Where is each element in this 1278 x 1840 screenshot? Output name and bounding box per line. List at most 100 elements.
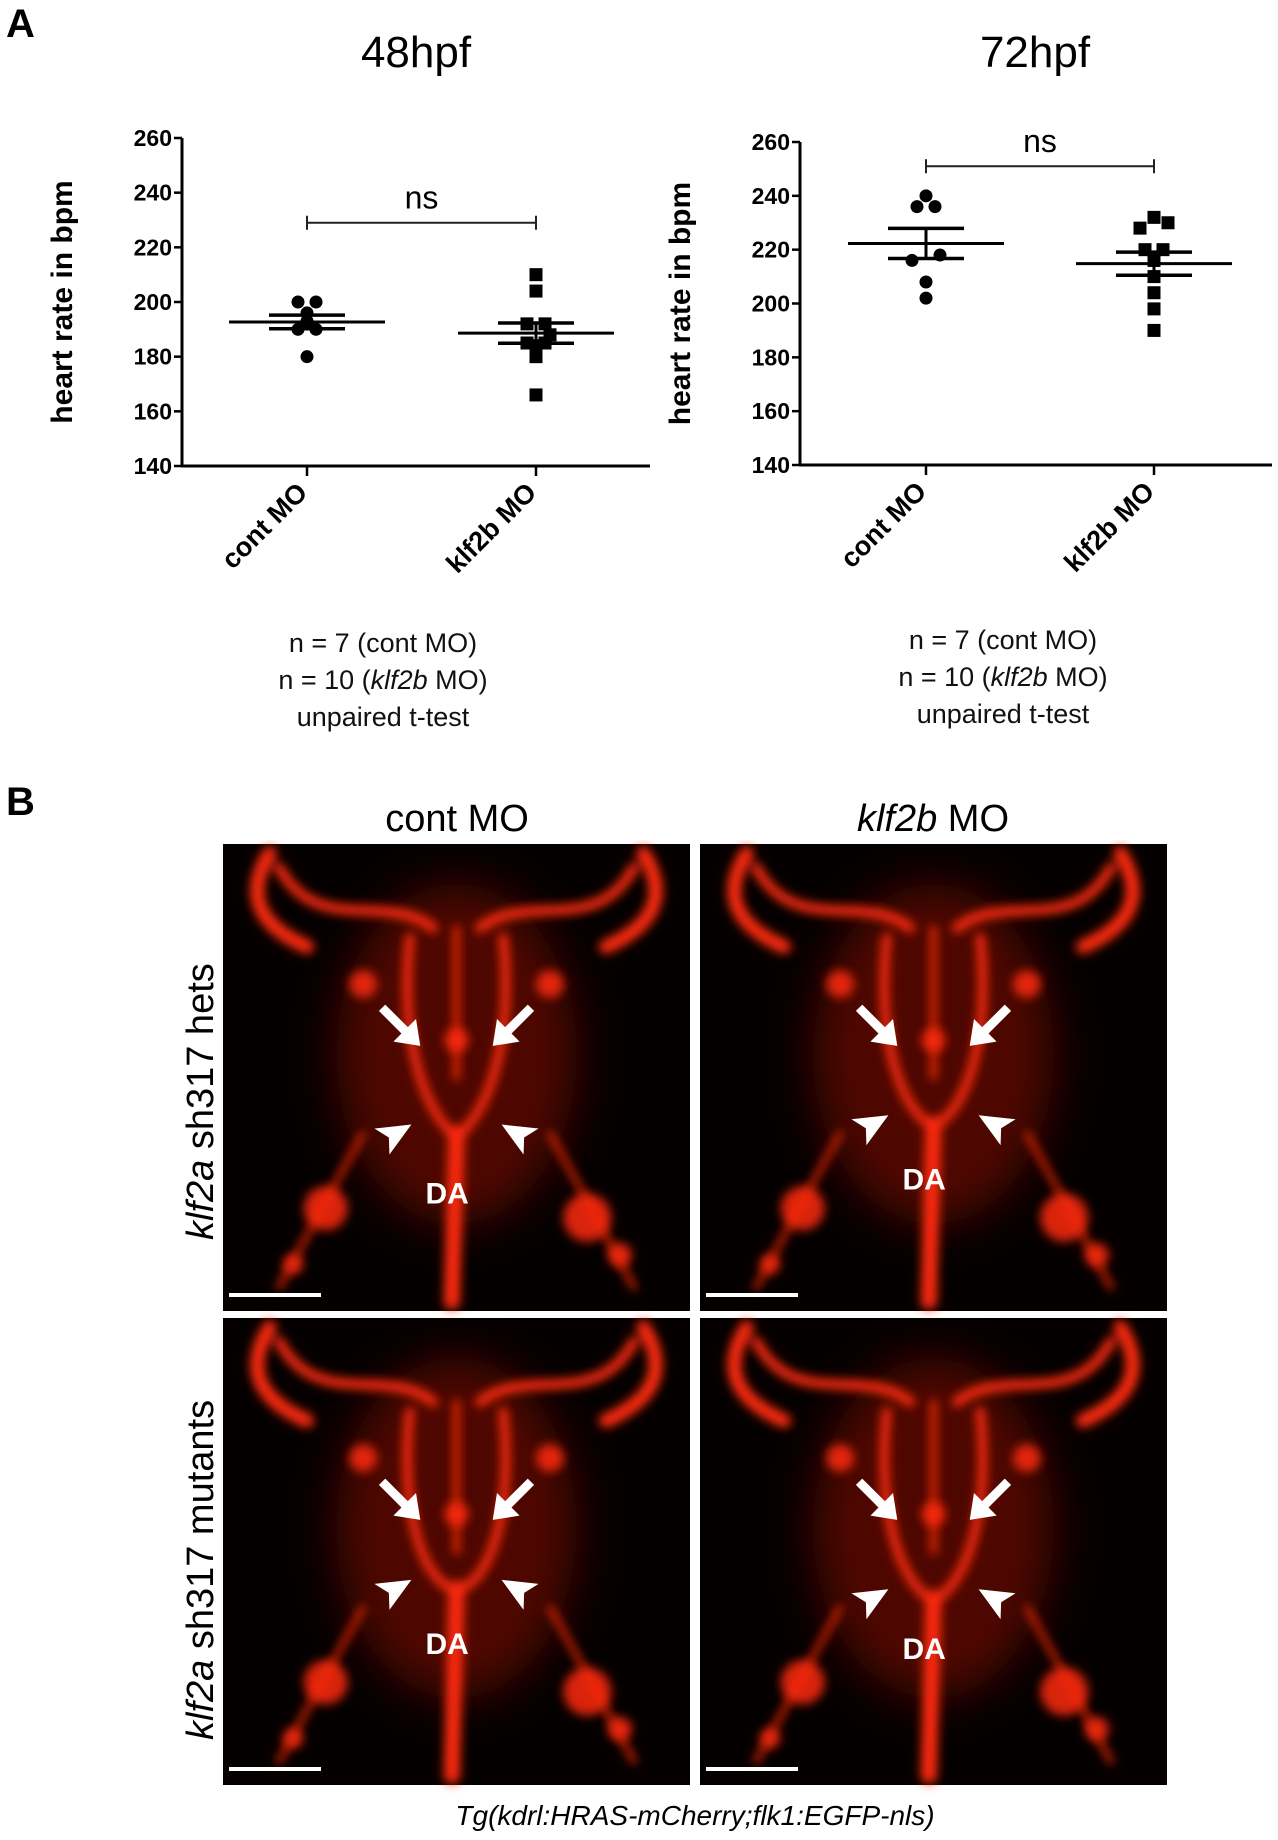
y-tick-label: 220 [134, 234, 172, 260]
arrowhead-shape [501, 1124, 539, 1155]
n-klf-gene: klf2b [990, 662, 1048, 692]
cell-cluster [349, 970, 378, 999]
cell-cluster [1040, 1193, 1089, 1242]
arrowhead-icon [851, 1115, 889, 1146]
lateral-aorta [933, 1406, 988, 1603]
arrowhead-shape [501, 1579, 539, 1610]
arrowhead-shape [851, 1589, 889, 1620]
arrow-head [492, 1493, 520, 1520]
lateral-aorta [879, 932, 934, 1129]
cell-cluster [303, 1660, 348, 1705]
arrowhead-icon [978, 1115, 1016, 1146]
arrow-shaft [855, 1478, 888, 1511]
data-point-circle [919, 189, 933, 203]
arrow-shaft [855, 1004, 888, 1037]
arrowhead-icon [978, 1589, 1016, 1620]
image-klf2b-mo-mutants: DA [700, 1318, 1167, 1785]
arrowhead-icon [851, 1589, 889, 1620]
vessel [274, 1336, 439, 1408]
data-point-square [529, 350, 543, 364]
chart-72hpf: 140 160 180 200 220 240 260 heart rate in bpm co… [664, 123, 1272, 578]
arrow-icon-down-left [969, 1478, 1012, 1520]
vessel [727, 846, 792, 954]
cell-clusters [760, 970, 1109, 1275]
col-gene: klf2b [856, 798, 938, 840]
y-tick-label: 200 [134, 289, 172, 315]
test-note: unpaired t-test [296, 702, 470, 732]
y-tick-label: 240 [752, 183, 790, 209]
cell-cluster [826, 1444, 855, 1473]
data-point-square [1147, 302, 1161, 316]
data-point-square [1147, 286, 1161, 300]
arrowhead-icon [501, 1124, 539, 1155]
col-text: cont MO [385, 798, 529, 840]
arrow-icon-down-right [855, 1478, 898, 1520]
column-header-cont-mo: cont MO [257, 798, 657, 841]
n-klf-post: MO) [427, 665, 488, 695]
n-cont-note: n = 7 (cont MO) [908, 625, 1098, 655]
data-point-circle [291, 295, 305, 309]
y-tick-label: 160 [752, 398, 790, 424]
da-label: DA [425, 1628, 468, 1661]
image-cont-mo-mutants: DA [223, 1318, 690, 1785]
data-point-circle [928, 200, 942, 214]
image-klf2b-mo-hets: DA [700, 844, 1167, 1311]
arrow-shaft [502, 1004, 535, 1037]
x-tick-label: klf2b MO [440, 477, 542, 579]
vessel [598, 846, 663, 954]
vessel [250, 1320, 315, 1428]
arrow-shaft [378, 1478, 411, 1511]
lateral-aorta [879, 1406, 934, 1603]
data-point-circle [910, 200, 924, 214]
arrow-head [870, 1493, 898, 1520]
arrow-icon-down-left [492, 1004, 535, 1046]
arrow-head [393, 1019, 421, 1046]
y-tick-label: 220 [752, 237, 790, 263]
arrow-icon-down-left [492, 1478, 535, 1520]
test-note: unpaired t-test [916, 699, 1090, 729]
cell-cluster [1084, 1716, 1109, 1741]
data-point-square [1147, 323, 1161, 337]
x-tick-label: cont MO [835, 476, 933, 574]
cell-cluster [444, 1502, 469, 1527]
scale-bar [229, 1293, 321, 1297]
n-klf-pre: n = 10 ( [898, 662, 991, 692]
chart-title-48hpf: 48hpf [360, 28, 472, 77]
y-tick-label: 200 [752, 291, 790, 317]
vessels [727, 1320, 1140, 1784]
y-tick-label: 140 [134, 453, 172, 479]
column-header-klf2b-mo: klf2b MO [733, 798, 1133, 841]
panel-a-letter: A [6, 2, 35, 46]
arrow-icon-down-right [378, 1478, 421, 1520]
x-tick-label: klf2b MO [1058, 476, 1160, 578]
y-tick-label: 160 [134, 398, 172, 424]
y-tick-label: 260 [134, 125, 172, 151]
vessel [951, 862, 1116, 934]
image-cont-mo-hets: DA [223, 844, 690, 1311]
arrow-shaft [979, 1478, 1012, 1511]
data-point-circle [919, 275, 933, 289]
cell-cluster [1012, 1444, 1041, 1473]
cell-cluster [826, 970, 855, 999]
vessel [598, 1320, 663, 1428]
data-point-square [529, 284, 543, 298]
n-klf-note: n = 10 (klf2b MO) [203, 662, 563, 699]
data-point-square [529, 388, 543, 402]
arrowhead-icon [501, 1579, 539, 1610]
arrow-head [393, 1493, 421, 1520]
n-klf-post: MO) [1047, 662, 1108, 692]
arrow-icon-down-right [855, 1004, 898, 1046]
vessel [1075, 846, 1140, 954]
lateral-aorta [402, 1406, 457, 1594]
dorsal-aorta [920, 1116, 942, 1310]
cell-cluster [921, 1502, 946, 1527]
cell-cluster [535, 1444, 564, 1473]
arrow-head [969, 1019, 997, 1046]
y-axis-label: heart rate in bpm [46, 180, 79, 423]
cell-clusters [283, 1444, 632, 1749]
arrowhead-shape [978, 1115, 1016, 1146]
stats-note-72hpf: n = 7 (cont MO) n = 10 (klf2b MO) unpair… [823, 622, 1183, 733]
y-tick-label: 140 [752, 452, 790, 478]
vessel [250, 846, 315, 954]
vessel [474, 862, 639, 934]
